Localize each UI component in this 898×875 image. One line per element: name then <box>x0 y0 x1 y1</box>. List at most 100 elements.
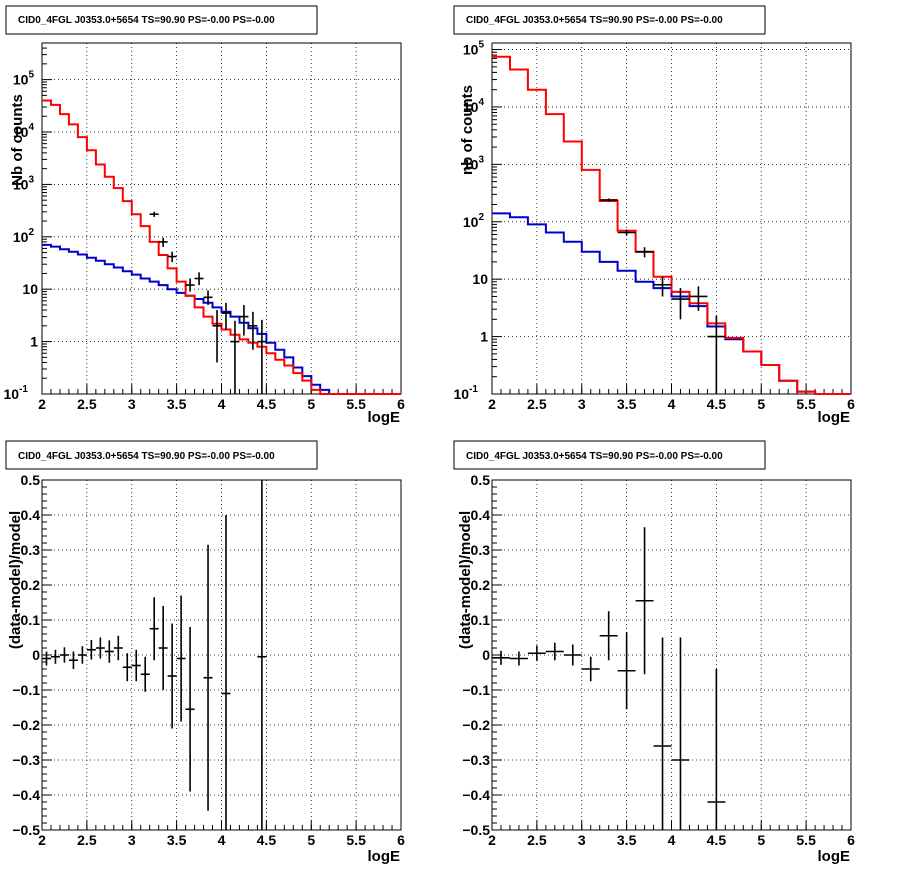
y-tick-label: 0 <box>32 647 40 663</box>
x-tick-label: 5.5 <box>796 396 816 412</box>
title-box <box>453 5 766 35</box>
chart-title: CID0_4FGL J0353.0+5654 TS=90.90 PS=-0.00… <box>18 451 275 462</box>
title-box <box>5 5 318 35</box>
total-model-histogram <box>492 55 851 395</box>
y-tick-label: −0.2 <box>462 717 490 733</box>
y-tick-label: −0.3 <box>12 752 40 768</box>
x-tick-label: 5.5 <box>796 832 816 848</box>
x-tick-label: 2.5 <box>77 396 97 412</box>
y-axis-label: (data-model)/model <box>7 511 24 649</box>
chart-title: CID0_4FGL J0353.0+5654 TS=90.90 PS=-0.00… <box>466 451 723 462</box>
y-tick-label: 1 <box>480 329 488 345</box>
x-tick-label: 3 <box>128 396 136 412</box>
x-tick-label: 2.5 <box>527 396 547 412</box>
chart-title: CID0_4FGL J0353.0+5654 TS=90.90 PS=-0.00… <box>18 15 275 26</box>
y-tick-label: −0.1 <box>12 682 40 698</box>
x-tick-label: 5.5 <box>346 396 366 412</box>
y-tick-label: 10-1 <box>4 384 29 402</box>
y-tick-label: 0 <box>482 647 490 663</box>
y-tick-label: 0.2 <box>471 577 491 593</box>
y-tick-label: 0.1 <box>21 612 41 628</box>
x-axis-label: logE <box>368 848 401 865</box>
y-axis-label: Nb of counts <box>9 94 26 186</box>
x-tick-label: 4 <box>218 396 226 412</box>
x-tick-label: 4 <box>668 832 676 848</box>
y-tick-label: 103 <box>463 154 485 172</box>
x-ticks: 2 2.5 3 3.5 4 4.5 5 5.5 6 <box>38 820 405 848</box>
series <box>492 527 726 830</box>
x-tick-label: 3.5 <box>617 396 637 412</box>
y-tick-label: 0.5 <box>471 472 491 488</box>
y-ticks: 10-1 1 10 102 103 104 105 <box>454 40 502 402</box>
y-tick-label: 10 <box>22 281 38 297</box>
x-tick-label: 4.5 <box>707 396 727 412</box>
y-tick-label: 0.4 <box>471 507 491 523</box>
panel-residuals-left: CID0_4FGL J0353.0+5654 TS=90.90 PS=-0.00… <box>5 440 405 865</box>
grid <box>492 480 851 830</box>
y-tick-label: 102 <box>463 212 485 230</box>
x-tick-label: 5 <box>307 832 315 848</box>
x-ticks: 2 2.5 3 3.5 4 4.5 5 5.5 6 <box>38 384 405 412</box>
y-ticks: −0.5 −0.4 −0.3 −0.2 −0.1 0 0.1 0.2 0.3 0.4 0.5 <box>462 472 502 838</box>
grid <box>42 43 401 394</box>
x-tick-label: 4.5 <box>257 396 277 412</box>
y-tick-label: 0.4 <box>21 507 41 523</box>
x-tick-label: 2 <box>38 396 46 412</box>
y-axis-label: nb of counts <box>459 85 476 175</box>
y-tick-label: −0.4 <box>12 787 40 803</box>
y-tick-label: 104 <box>463 97 485 115</box>
x-tick-label: 3 <box>128 832 136 848</box>
x-tick-label: 6 <box>847 396 855 412</box>
y-tick-label: 0.1 <box>471 612 491 628</box>
y-tick-label: 0.3 <box>471 542 491 558</box>
x-tick-label: 4.5 <box>707 832 727 848</box>
x-tick-label: 6 <box>397 832 405 848</box>
chart-title: CID0_4FGL J0353.0+5654 TS=90.90 PS=-0.00… <box>466 15 723 26</box>
y-tick-label: −0.5 <box>462 822 490 838</box>
title-box <box>5 440 318 470</box>
x-tick-label: 3.5 <box>167 396 187 412</box>
panel-counts-left: CID0_4FGL J0353.0+5654 TS=90.90 PS=-0.00… <box>4 5 405 426</box>
series <box>42 480 267 830</box>
x-tick-label: 2.5 <box>77 832 97 848</box>
x-tick-label: 2 <box>488 832 496 848</box>
x-tick-label: 3.5 <box>617 832 637 848</box>
y-tick-label: −0.3 <box>462 752 490 768</box>
grid <box>42 480 401 830</box>
x-tick-label: 2 <box>488 396 496 412</box>
series <box>42 99 401 395</box>
x-axis-label: logE <box>818 848 851 865</box>
x-tick-label: 3 <box>578 832 586 848</box>
x-tick-label: 5.5 <box>346 832 366 848</box>
x-tick-label: 2.5 <box>527 832 547 848</box>
x-tick-label: 5 <box>307 396 315 412</box>
y-tick-label: 10 <box>472 271 488 287</box>
y-tick-label: 105 <box>13 70 35 88</box>
x-tick-label: 5 <box>757 396 765 412</box>
total-model-histogram <box>42 99 401 395</box>
x-tick-label: 4.5 <box>257 832 277 848</box>
x-tick-label: 4 <box>218 832 226 848</box>
y-tick-label: 105 <box>463 40 485 58</box>
title-box <box>453 440 766 470</box>
y-tick-label: 0.5 <box>21 472 41 488</box>
y-tick-label: 0.2 <box>21 577 41 593</box>
x-tick-label: 3.5 <box>167 832 187 848</box>
y-tick-label: −0.4 <box>462 787 490 803</box>
y-axis-label: (data-model)/model <box>457 511 474 649</box>
y-ticks: −0.5 −0.4 −0.3 −0.2 −0.1 0 0.1 0.2 0.3 0.4 0.5 <box>12 472 52 838</box>
panel-residuals-right: CID0_4FGL J0353.0+5654 TS=90.90 PS=-0.00… <box>453 440 855 865</box>
y-tick-label: 1 <box>30 334 38 350</box>
y-tick-label: −0.5 <box>12 822 40 838</box>
y-tick-label: −0.2 <box>12 717 40 733</box>
x-ticks: 2 2.5 3 3.5 4 4.5 5 5.5 6 <box>488 820 855 848</box>
x-tick-label: 5 <box>757 832 765 848</box>
y-tick-label: 103 <box>13 174 35 192</box>
y-tick-label: −0.1 <box>462 682 490 698</box>
x-tick-label: 6 <box>397 396 405 412</box>
x-tick-label: 2 <box>38 832 46 848</box>
y-ticks: 10-1 1 10 102 103 104 105 <box>4 47 52 402</box>
x-axis-label: logE <box>368 409 401 426</box>
y-tick-label: 0.3 <box>21 542 41 558</box>
